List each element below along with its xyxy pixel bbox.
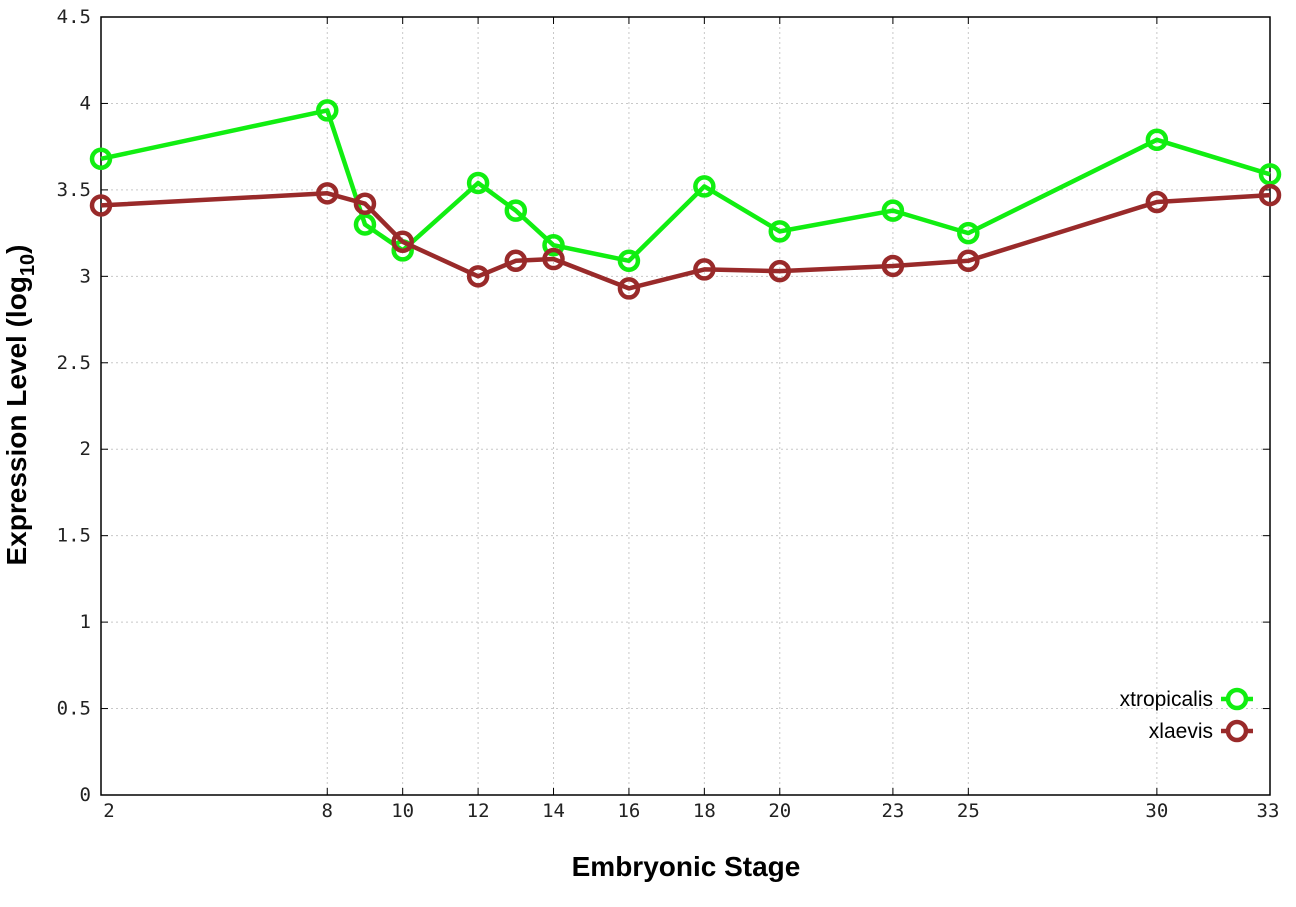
x-axis-title: Embryonic Stage [572,851,801,882]
legend: xtropicalis xlaevis [1120,687,1253,743]
axis-ticks: 2 8 10 12 14 16 18 20 23 25 30 33 0 0.5 1 1.5 2 2.5 3 3.5 4 4… [57,6,1280,822]
data-point [693,175,716,198]
y-axis-title-close: ) [1,245,32,254]
y-axis-title-main: Expression Level (log [1,276,32,565]
x-tick-label: 8 [322,800,333,822]
data-point [391,230,414,254]
legend-label: xlaevis [1149,720,1213,743]
y-tick-label: 3 [80,265,91,287]
x-tick-label: 12 [467,800,490,822]
series-xtropicalis [89,99,1282,273]
data-point [1258,163,1282,186]
x-tick-label: 18 [693,800,716,822]
y-tick-label: 0 [80,784,91,806]
data-point [617,249,641,273]
x-tick-label: 10 [391,800,414,822]
data-point [353,213,377,236]
data-point [1145,190,1169,214]
x-tick-label: 25 [957,800,980,822]
data-point [617,277,641,300]
data-point [542,247,565,271]
x-tick-label: 30 [1145,800,1168,822]
data-point [353,192,377,215]
y-axis-title: Expression Level (log10) [1,245,39,566]
y-tick-label: 4.5 [57,6,91,28]
grid-lines [101,17,1270,795]
data-point [89,147,113,171]
data-point [957,221,980,245]
y-tick-label: 1 [80,611,91,633]
data-point [504,249,528,273]
x-tick-label: 2 [103,800,114,822]
legend-marker [1225,719,1249,743]
x-tick-label: 16 [617,800,640,822]
y-axis-title-subscript: 10 [17,254,39,276]
legend-marker [1225,687,1249,711]
data-point [881,254,905,278]
data-point [1145,128,1169,152]
y-tick-label: 1.5 [57,525,91,547]
x-tick-label: 33 [1257,800,1280,822]
data-point [768,259,792,283]
data-point [466,265,490,288]
y-tick-label: 0.5 [57,698,91,720]
y-tick-label: 2.5 [57,352,91,374]
data-point [504,199,528,222]
series-line [100,108,1271,264]
data-point [316,182,339,205]
series-xlaevis [89,182,1282,300]
data-point [89,194,113,217]
data-point [768,220,792,243]
data-point [466,171,490,195]
x-tick-label: 14 [542,800,565,822]
plot-frame [100,16,1271,796]
y-tick-label: 4 [80,92,91,114]
y-tick-label: 2 [80,438,91,460]
data-point [957,249,980,273]
data-point [881,199,905,222]
data-point [1258,183,1282,207]
y-tick-label: 3.5 [57,179,91,201]
data-point [693,258,716,281]
series-layer [89,99,1282,300]
legend-label: xtropicalis [1120,688,1213,711]
x-tick-label: 20 [768,800,791,822]
data-point [316,99,339,122]
x-tick-label: 23 [881,800,904,822]
data-point [542,233,565,257]
